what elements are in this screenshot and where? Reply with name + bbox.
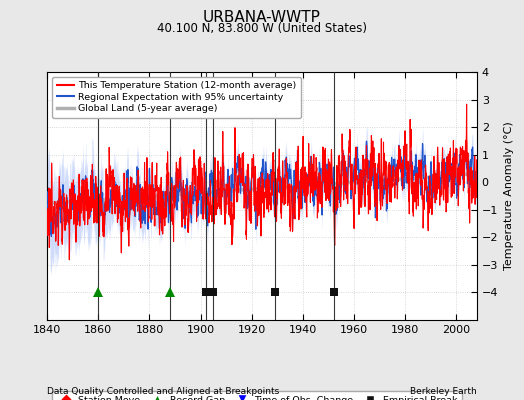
Legend: Station Move, Record Gap, Time of Obs. Change, Empirical Break: Station Move, Record Gap, Time of Obs. C…: [52, 391, 462, 400]
Text: 40.100 N, 83.800 W (United States): 40.100 N, 83.800 W (United States): [157, 22, 367, 35]
Text: Berkeley Earth: Berkeley Earth: [410, 387, 477, 396]
Text: Data Quality Controlled and Aligned at Breakpoints: Data Quality Controlled and Aligned at B…: [47, 387, 279, 396]
Text: URBANA-WWTP: URBANA-WWTP: [203, 10, 321, 25]
Y-axis label: Temperature Anomaly (°C): Temperature Anomaly (°C): [504, 122, 514, 270]
